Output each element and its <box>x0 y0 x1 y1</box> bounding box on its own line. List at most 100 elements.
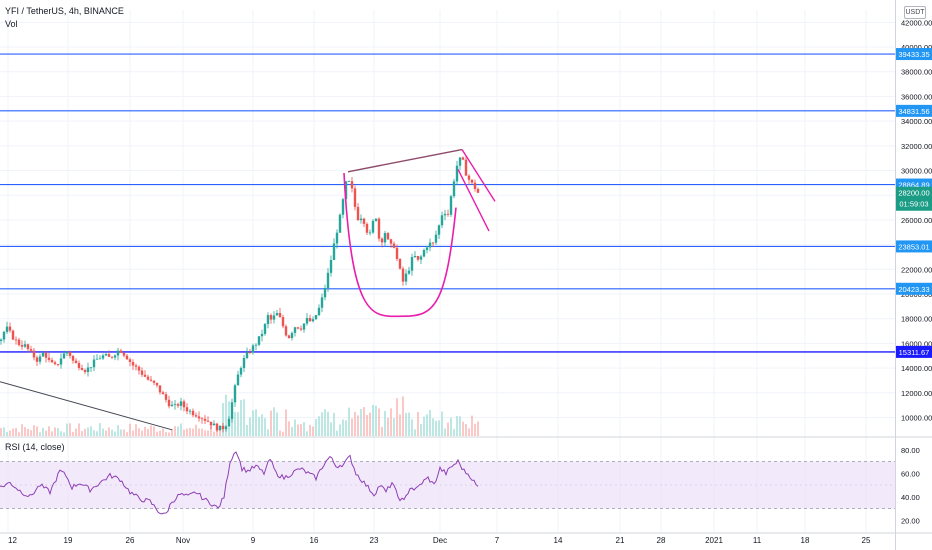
candle-body <box>449 196 453 215</box>
time-axis[interactable]: 12 19 26 Nov 9 16 23 Dec 7 14 21 28 2021 11 18 25 <box>8 536 871 545</box>
candle-body <box>299 328 303 330</box>
volume-bar <box>468 428 470 436</box>
horizontal-levels[interactable] <box>0 53 895 353</box>
candle-body <box>287 335 291 339</box>
candle-body <box>29 349 33 351</box>
volume-bar <box>477 421 479 436</box>
volume-bar <box>423 416 425 436</box>
candle-body <box>44 352 48 358</box>
candle-body <box>431 242 435 244</box>
volume-bar <box>234 411 236 436</box>
volume-bar <box>459 416 461 436</box>
volume-bar <box>453 429 455 436</box>
volume-bar <box>192 428 194 436</box>
candle-body <box>392 243 396 248</box>
price-tick-label: 40000.00 <box>901 43 932 52</box>
candle-body <box>2 331 6 340</box>
volume-bar <box>0 428 2 436</box>
level-badge-4-bg <box>896 282 932 295</box>
volume-bar <box>18 432 20 436</box>
volume-bar <box>27 428 29 436</box>
candle-body <box>68 351 72 356</box>
volume-bar <box>261 414 263 436</box>
candle-body <box>185 407 189 412</box>
volume-bar <box>282 431 284 436</box>
candle-body <box>203 418 207 421</box>
candle-body <box>155 382 159 386</box>
candle-body <box>167 399 171 407</box>
volume-bar <box>75 428 77 436</box>
currency-badge[interactable]: USDT <box>904 6 926 19</box>
candle-body <box>101 355 105 359</box>
candle-body <box>14 339 18 341</box>
candle-body <box>473 182 477 189</box>
volume-bar <box>306 431 308 436</box>
volume-label: Vol <box>5 19 18 29</box>
candle-body <box>260 333 264 337</box>
candle-body <box>32 350 36 358</box>
candle-body <box>323 288 327 298</box>
volume-bar <box>294 419 296 436</box>
volume-bar <box>420 424 422 436</box>
candle-body <box>281 317 285 327</box>
candle-body <box>254 344 258 346</box>
volume-bar <box>174 426 176 436</box>
volume-bar <box>54 427 56 436</box>
level-badge-3-bg <box>896 240 932 253</box>
rsi-title: RSI (14, close) <box>5 442 65 452</box>
candle-body <box>200 418 204 420</box>
drawing-annotations[interactable] <box>0 148 496 431</box>
candle-body <box>350 181 354 189</box>
volume-bar <box>207 430 209 436</box>
level-badge-1-bg <box>896 104 932 117</box>
volume-bar <box>57 428 59 436</box>
candle-body <box>65 351 69 354</box>
level-badge-2-text: 28864.89 <box>898 181 929 190</box>
volume-bar <box>21 424 23 436</box>
candle-body <box>224 426 228 430</box>
volume-bar <box>186 428 188 436</box>
candle-body <box>47 357 51 360</box>
volume-bar <box>342 419 344 436</box>
candle-body <box>194 415 198 417</box>
volume-bar <box>321 412 323 436</box>
time-tick-label: 19 <box>64 536 73 545</box>
current-price-badge-bg <box>896 186 932 211</box>
time-tick-label: 26 <box>126 536 135 545</box>
volume-bar <box>408 412 410 436</box>
time-tick-label: 2021 <box>705 536 723 545</box>
volume-bar <box>114 431 116 436</box>
candle-body <box>122 352 126 356</box>
candle-body <box>272 315 276 320</box>
volume-bar <box>126 432 128 436</box>
candle-body <box>164 394 168 400</box>
candle-body <box>308 318 312 322</box>
volume-bar <box>225 394 227 436</box>
candle-body <box>119 350 123 353</box>
volume-bar <box>33 425 35 436</box>
candle-body <box>341 199 345 215</box>
candle-body <box>137 366 141 371</box>
candle-body <box>278 313 282 318</box>
price-axis[interactable]: 10000.00 12000.00 14000.00 16000.00 18000.00… <box>901 18 932 525</box>
candle-body <box>98 358 102 360</box>
candle-body <box>440 215 444 226</box>
candle-body <box>275 313 279 316</box>
price-tick-label: 22000.00 <box>901 265 932 274</box>
candle-body <box>290 332 294 339</box>
candle-body <box>5 326 9 332</box>
candle-body <box>59 358 63 365</box>
volume-bar <box>213 431 215 436</box>
candle-body <box>434 234 438 243</box>
candlesticks[interactable] <box>0 155 480 433</box>
candle-body <box>356 206 360 221</box>
volume-bar <box>288 421 290 436</box>
volume-bar <box>348 407 350 436</box>
volume-bar <box>108 427 110 436</box>
candle-body <box>266 315 270 325</box>
volume-bar <box>198 428 200 436</box>
volume-bar <box>252 410 254 436</box>
candle-body <box>251 345 255 353</box>
